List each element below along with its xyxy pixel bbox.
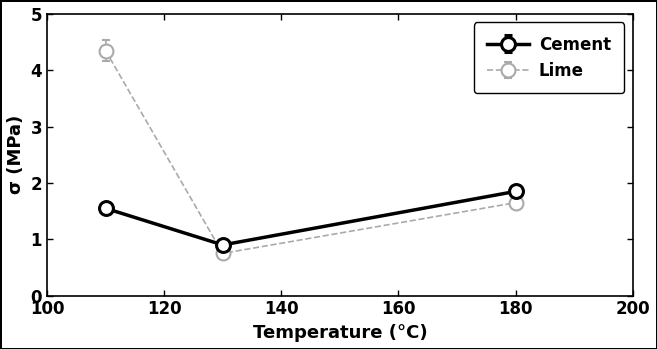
Legend: Cement, Lime: Cement, Lime [474,22,624,93]
X-axis label: Temperature (°C): Temperature (°C) [252,324,427,342]
Y-axis label: σ (MPa): σ (MPa) [7,115,25,194]
